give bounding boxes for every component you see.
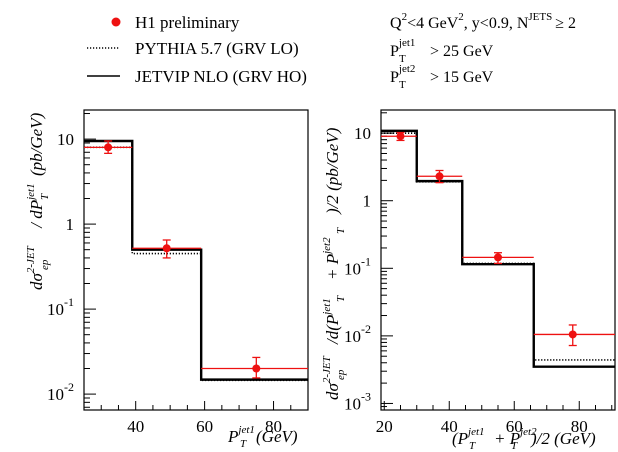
right-y-tick-label: 1 <box>363 192 372 211</box>
left-panel: 40 60 80 10 1 10-1 10-2 Pjet1 T (GeV) dσ2-JET ep … <box>25 109 309 450</box>
legend-h1-marker <box>111 17 121 27</box>
cuts-line2: Pjet1 T > 25 GeV <box>390 37 494 65</box>
left-x-tick-label: 80 <box>265 417 282 436</box>
cuts-text: Q2<4 GeV2, y<0.9, NJETS ≥ 2 Pjet1 T > 25 Ge… <box>390 11 576 91</box>
left-x-tick-label: 40 <box>127 417 144 436</box>
right-panel: 20 40 60 80 10 1 10-1 10-2 10-3 (Pjet1 T + Pjet2 T)… <box>321 109 616 452</box>
right-x-tick-label: 40 <box>441 417 458 436</box>
left-x-axis-label: Pjet1 T (GeV) <box>227 424 298 450</box>
cuts-line3: Pjet2 T > 15 GeV <box>390 63 494 91</box>
legend-pythia-label: PYTHIA 5.7 (GRV LO) <box>135 39 299 58</box>
left-h1-point <box>104 143 113 152</box>
left-y-tick-label: 10-2 <box>47 380 74 404</box>
right-y-tick-label: 10-2 <box>344 322 371 346</box>
right-h1-point <box>396 132 405 141</box>
cuts-line1: Q2<4 GeV2, y<0.9, NJETS ≥ 2 <box>390 11 576 32</box>
left-y-tick-label: 10-1 <box>47 295 74 319</box>
legend: H1 preliminary PYTHIA 5.7 (GRV LO) JETVI… <box>87 13 307 86</box>
legend-h1-label: H1 preliminary <box>135 13 240 32</box>
left-y-axis-label: dσ2-JET ep / dPjet1 T(pb/GeV) <box>25 112 51 290</box>
right-x-tick-label: 20 <box>376 417 393 436</box>
left-jetvip-step <box>84 139 308 381</box>
right-h1-point <box>435 172 444 181</box>
right-x-axis-label: (Pjet1 T + Pjet2 T)/2 (GeV) <box>452 426 596 452</box>
left-y-tick-label: 10 <box>57 130 74 149</box>
left-plot-frame <box>83 109 309 411</box>
left-x-tick-label: 60 <box>196 417 213 436</box>
right-y-axis-label: dσ2-JET ep/d(Pjet1 T+ Pjet2T)/2 (pb/GeV) <box>321 127 347 400</box>
legend-jetvip-label: JETVIP NLO (GRV HO) <box>135 67 307 86</box>
right-x-tick-label: 60 <box>506 417 523 436</box>
left-y-tick-label: 1 <box>66 215 75 234</box>
right-jetvip-step <box>381 129 615 368</box>
right-h1-point <box>568 330 577 339</box>
left-pythia-step <box>84 146 308 382</box>
right-y-tick-label: 10 <box>354 124 371 143</box>
left-h1-point <box>252 364 261 373</box>
right-y-tick-label: 10-3 <box>344 389 371 413</box>
left-h1-point <box>162 244 171 253</box>
right-x-tick-label: 80 <box>571 417 588 436</box>
right-y-tick-label: 10-1 <box>344 254 371 278</box>
right-h1-point <box>494 253 502 262</box>
